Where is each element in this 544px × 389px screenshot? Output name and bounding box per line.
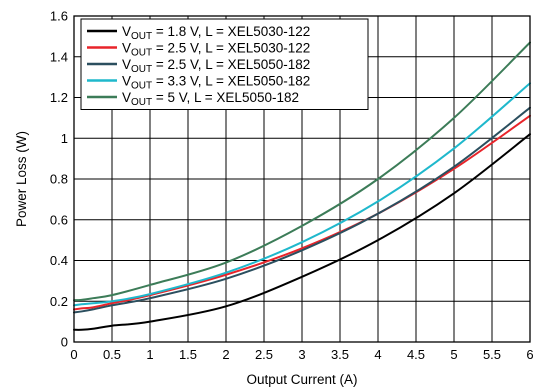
x-tick-label: 3 [298, 347, 305, 362]
y-axis-title: Power Loss (W) [14, 131, 29, 227]
y-tick-label: 0.4 [50, 253, 68, 268]
x-tick-label: 0 [70, 347, 77, 362]
legend-label-pre: V [122, 90, 131, 105]
y-tick-label: 1.6 [50, 9, 68, 24]
legend-label-pre: V [122, 74, 131, 89]
legend-label-subscript: OUT [131, 97, 152, 108]
series-group [73, 41, 531, 331]
x-axis-title: Output Current (A) [246, 372, 357, 387]
x-axis-ticks: 0 0.5 1 1.5 2 2.5 3 3.5 4 4.5 5 5.5 6 [70, 347, 533, 362]
x-tick-label: 4.5 [407, 347, 425, 362]
legend-label-pre: V [122, 41, 131, 56]
x-tick-label: 6 [526, 347, 533, 362]
x-tick-label: 1 [146, 347, 153, 362]
y-tick-label: 0.6 [50, 212, 68, 227]
x-tick-label: 5.5 [483, 347, 501, 362]
series-line-3 [73, 106, 531, 314]
x-tick-label: 2.5 [255, 347, 273, 362]
x-tick-label: 0.5 [103, 347, 121, 362]
x-tick-label: 3.5 [331, 347, 349, 362]
y-tick-label: 0.8 [50, 172, 68, 187]
series-line-4 [73, 82, 531, 307]
series-line-5 [73, 41, 531, 302]
y-tick-label: 1.4 [50, 49, 68, 64]
plot-frame [73, 15, 531, 343]
legend-label-subscript: OUT [131, 31, 152, 42]
y-tick-label: 1 [61, 131, 68, 146]
legend-label-subscript: OUT [131, 64, 152, 75]
y-tick-label: 1.2 [50, 90, 68, 105]
x-tick-label: 2 [222, 347, 229, 362]
legend-entry-4: VOUT = 3.3 V, L = XEL5050-182 [122, 74, 310, 92]
legend-box [80, 18, 369, 110]
y-tick-label: 0.2 [50, 294, 68, 309]
legend-label-post: = 2.5 V, L = XEL5050-182 [152, 57, 310, 72]
legend-label-post: = 2.5 V, L = XEL5030-122 [152, 41, 310, 56]
legend-entry-5: VOUT = 5 V, L = XEL5050-182 [122, 90, 299, 108]
x-tick-label: 1.5 [179, 347, 197, 362]
legend-label-pre: V [122, 24, 131, 39]
x-tick-label: 4 [374, 347, 381, 362]
y-tick-label: 0 [61, 335, 68, 350]
x-tick-label: 5 [450, 347, 457, 362]
legend-label-post: = 5 V, L = XEL5050-182 [152, 90, 299, 105]
legend-label-pre: V [122, 57, 131, 72]
legend-label-post: = 1.8 V, L = XEL5030-122 [152, 24, 310, 39]
legend-entry-1: VOUT = 1.8 V, L = XEL5030-122 [122, 24, 310, 42]
series-line-1 [73, 133, 531, 331]
legend-label-subscript: OUT [131, 81, 152, 92]
legend-entry-3: VOUT = 2.5 V, L = XEL5050-182 [122, 57, 310, 75]
y-axis-ticks: 0 0.2 0.4 0.6 0.8 1 1.2 1.4 1.6 [50, 9, 68, 350]
legend-label-post: = 3.3 V, L = XEL5050-182 [152, 74, 310, 89]
legend-entry-2: VOUT = 2.5 V, L = XEL5030-122 [122, 41, 310, 59]
legend-label-subscript: OUT [131, 48, 152, 59]
